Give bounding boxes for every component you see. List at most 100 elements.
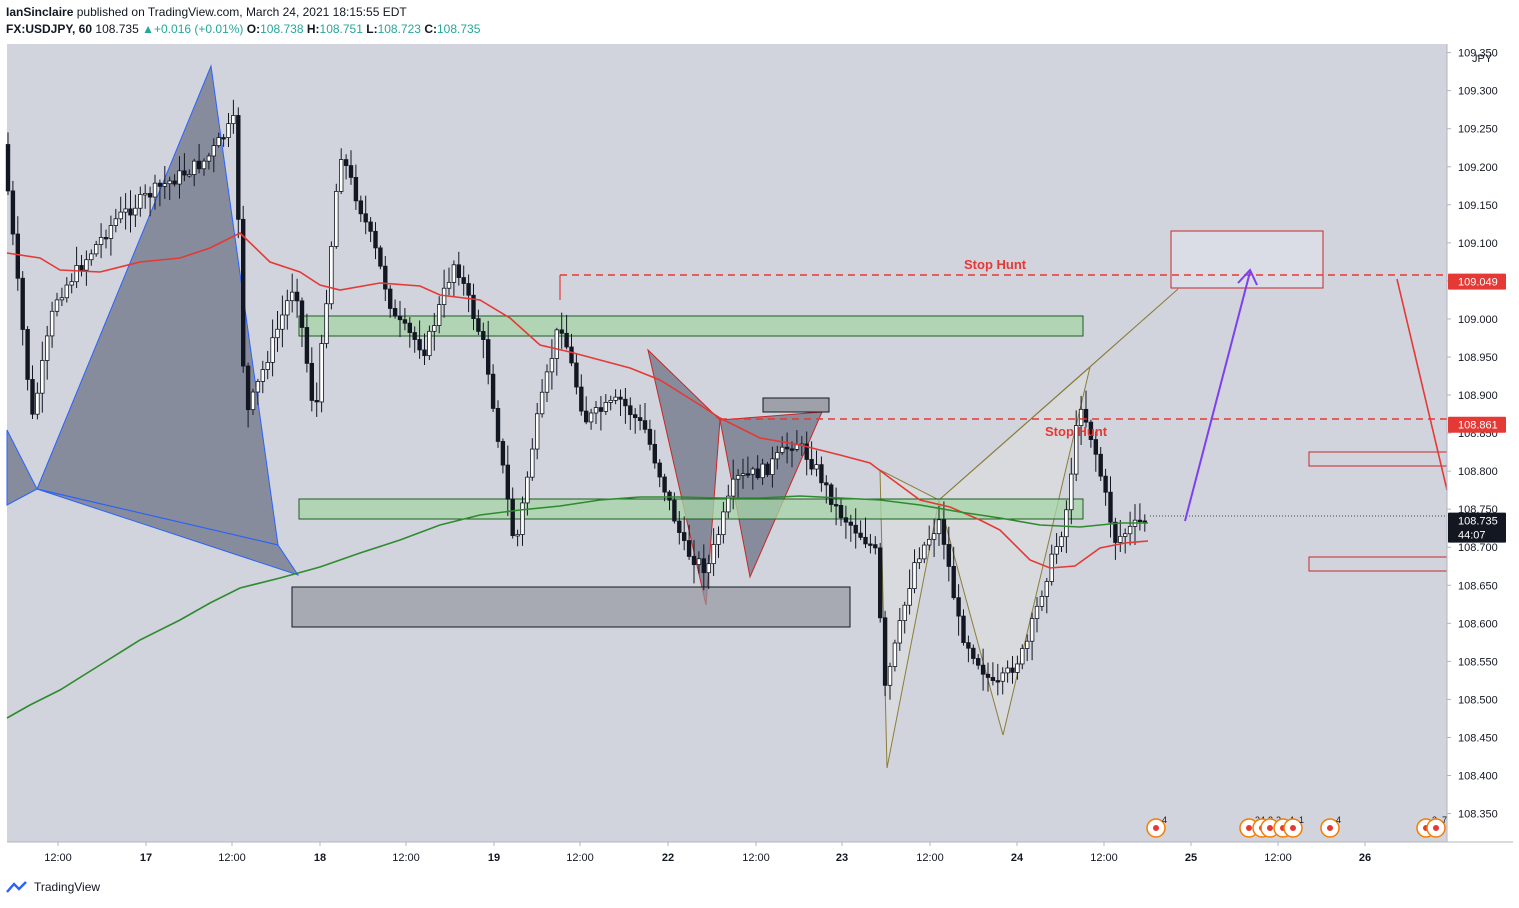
- candle-bull: [324, 303, 329, 344]
- publish-info: IanSinclaire published on TradingView.co…: [6, 5, 407, 19]
- candle-bear: [951, 566, 956, 599]
- time-tick-label: 23: [836, 852, 848, 864]
- tradingview-logo-icon: [6, 881, 27, 893]
- candle-bull: [922, 544, 927, 560]
- candle-bear: [564, 332, 569, 348]
- candle-bear: [10, 190, 16, 235]
- candle-bear: [476, 318, 481, 332]
- candle-bull: [319, 343, 324, 403]
- candle-bear: [633, 414, 638, 419]
- candle-bear: [618, 396, 623, 400]
- candle-bull: [260, 369, 265, 382]
- candle-bear: [863, 536, 868, 545]
- candle-bull: [1064, 509, 1069, 538]
- small-zone-grey: [762, 397, 830, 413]
- harmonic-patterns: [6, 64, 1179, 769]
- candle-bull: [285, 300, 290, 316]
- time-axis[interactable]: 12:00 17 12:00 18 12:00 19 12:00 22 12:00 23 12:00…: [44, 842, 1371, 864]
- candle-bear: [471, 294, 476, 320]
- candle-bear: [128, 208, 133, 216]
- time-tick-label: 12:00: [218, 852, 246, 864]
- candle-bear: [417, 339, 422, 351]
- candle-bull: [35, 392, 40, 415]
- candle-bull: [544, 371, 550, 393]
- level-tag-lower-bg: [1448, 416, 1506, 433]
- current-price-tag-bg: [1448, 512, 1506, 543]
- candle-bear: [1137, 519, 1143, 523]
- low-value: 108.723: [377, 22, 421, 36]
- candle-bull: [162, 183, 167, 187]
- candle-bear: [485, 339, 491, 375]
- candle-bear: [314, 400, 319, 403]
- candle-bull: [211, 145, 216, 157]
- candle-bull: [696, 558, 702, 566]
- level-tag-lower: 108.861: [1458, 420, 1498, 432]
- candle-bull: [1123, 533, 1128, 537]
- close-label: C:: [424, 22, 437, 36]
- candle-bull: [142, 193, 148, 196]
- tradingview-footer[interactable]: TradingView: [6, 880, 100, 894]
- time-tick-label: 26: [1359, 852, 1371, 864]
- candle-bull: [1000, 672, 1005, 682]
- arrow-head-icon: [1237, 268, 1258, 286]
- candle-bull: [280, 314, 285, 330]
- candle-bull: [133, 207, 138, 216]
- candle-bull: [740, 473, 746, 476]
- candle-bear: [407, 322, 412, 333]
- event-dot-icon: [1267, 825, 1273, 831]
- candle-bull: [1118, 535, 1123, 543]
- candle-bull: [814, 464, 819, 470]
- candle-bear: [500, 441, 506, 466]
- time-tick-label: 18: [314, 852, 326, 864]
- level-tag-upper: 109.049: [1458, 277, 1498, 289]
- candle-bull: [45, 335, 50, 361]
- event-dot-icon: [1433, 825, 1439, 831]
- candle-bull: [530, 448, 535, 478]
- candle-bear: [628, 405, 633, 416]
- candle-bear: [15, 233, 20, 279]
- event-dot-icon: [1290, 825, 1296, 831]
- candle-bull: [1127, 525, 1133, 535]
- price-tick-label: 108.600: [1458, 618, 1498, 630]
- candle-bear: [1093, 439, 1098, 455]
- support-zone-green: [298, 498, 1084, 520]
- candle-bear: [966, 642, 971, 649]
- candle-bull: [191, 160, 197, 175]
- candle-bull: [152, 182, 158, 198]
- candle-bear: [481, 331, 486, 340]
- candle-bear: [829, 484, 834, 505]
- low-label: L:: [366, 22, 378, 36]
- candle-bear: [745, 473, 751, 476]
- candle-bull: [1015, 663, 1020, 673]
- candle-bull: [1059, 536, 1064, 548]
- candle-bear: [990, 677, 996, 681]
- candle-bear: [824, 482, 829, 486]
- candle-bear: [245, 365, 251, 411]
- high-value: 108.751: [319, 22, 363, 36]
- candle-bear: [804, 443, 809, 460]
- candle-bull: [69, 281, 74, 286]
- price-axis[interactable]: 109.350 109.300 109.250 109.200 109.150 109.1…: [1447, 48, 1498, 821]
- author-name[interactable]: IanSinclaire: [6, 5, 74, 19]
- candle-bull: [936, 519, 942, 535]
- candle-bear: [412, 332, 417, 340]
- candle-bull: [593, 407, 599, 414]
- candle-bear: [422, 349, 427, 357]
- candle-bear: [765, 463, 770, 475]
- stop-hunt-label-lower: Stop Hunt: [1045, 424, 1108, 439]
- price-tick-label: 108.550: [1458, 656, 1498, 668]
- candle-bear: [652, 443, 657, 464]
- candle-bull: [1020, 648, 1025, 665]
- price-tick-label: 109.250: [1458, 124, 1498, 136]
- candle-bull: [520, 502, 525, 535]
- moving-averages: [6, 232, 1149, 719]
- event-badges[interactable]: 4342241437: [1146, 815, 1447, 838]
- candle-bull: [1074, 425, 1079, 475]
- price-tick-label: 108.650: [1458, 580, 1498, 592]
- candle-bear: [971, 647, 976, 659]
- symbol-label: FX:USDJPY, 60: [6, 22, 93, 36]
- candle-bear: [569, 346, 574, 364]
- candle-bear: [985, 673, 991, 678]
- candle-bull: [270, 337, 275, 363]
